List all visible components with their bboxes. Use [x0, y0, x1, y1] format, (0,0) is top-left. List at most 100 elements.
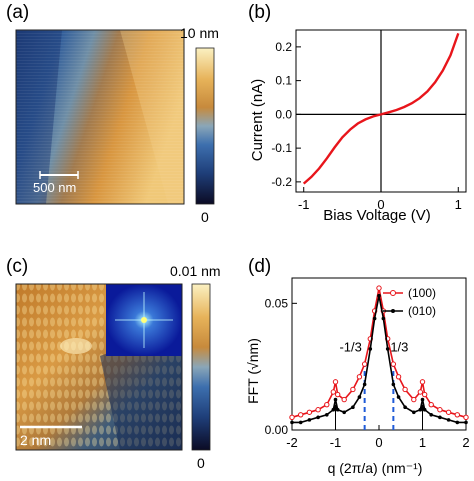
series-010-point	[368, 347, 373, 351]
series-100-point	[437, 407, 443, 413]
b-xtick-label: -1	[298, 197, 310, 212]
colorbar-c	[191, 283, 211, 451]
series-100-line	[291, 287, 467, 419]
series-100-point	[454, 412, 461, 418]
colorbar-a-min-label: 0	[201, 209, 209, 225]
series-010-point	[420, 397, 425, 402]
panel-b-chart: -1 0 1 -0.2 -0.1 0.0 0.1 0.2 Bias Voltage (V) C…	[249, 29, 467, 224]
d-xtick-label: 0	[375, 435, 382, 450]
series-010-point	[403, 405, 407, 409]
peak-arrow-head	[419, 404, 426, 410]
series-010-point	[372, 316, 377, 321]
series-010-point	[391, 382, 396, 387]
fft-inset-center-spot	[141, 317, 147, 323]
series-010-point	[298, 420, 303, 425]
series-100-point	[376, 285, 382, 291]
series-100-point	[332, 379, 339, 385]
series-100-point	[306, 409, 313, 415]
series-010-point	[290, 420, 294, 425]
b-ytick-label: 0.1	[275, 74, 292, 88]
legend: (100) (010)	[383, 286, 436, 318]
series-100-point	[419, 379, 426, 385]
series-010-point	[307, 418, 312, 422]
b-xlabel: Bias Voltage (V)	[323, 207, 431, 224]
series-010-point	[429, 413, 433, 417]
d-ylabel: FFT (√nm)	[245, 338, 261, 404]
b-ytick-label: 0.2	[275, 40, 292, 54]
b-ylabel: Current (nA)	[249, 79, 266, 162]
annotation-plus-third: 1/3	[390, 339, 408, 354]
series-100-point	[334, 391, 341, 398]
series-100-point	[298, 412, 304, 418]
series-100-point	[428, 401, 434, 408]
d-xtick-label: 1	[419, 435, 426, 450]
iv-curve	[302, 32, 460, 185]
series-010-point	[438, 415, 442, 420]
series-100-point	[289, 414, 295, 421]
legend-marker-100	[390, 290, 396, 296]
atomic-frame	[15, 283, 183, 451]
d-xtick-label: 2	[462, 435, 469, 450]
legend-label-010: (010)	[408, 304, 436, 318]
d-xlabel: q (2π/a) (nm⁻¹)	[328, 460, 423, 476]
panel-d-label: (d)	[248, 256, 272, 277]
series-100-point	[350, 386, 356, 393]
series-100-point	[390, 361, 397, 367]
topography-frame	[15, 29, 185, 205]
series-100-point	[417, 389, 424, 395]
series-100-point	[315, 407, 321, 413]
series-100-point	[356, 374, 363, 380]
series-100-point	[395, 374, 402, 380]
series-010-point	[446, 418, 451, 422]
panel-a-label: (a)	[6, 2, 30, 23]
b-ytick-label: -0.2	[271, 175, 292, 189]
series-010-point	[362, 382, 367, 387]
d-ytick-label: 0.00	[265, 423, 289, 437]
panel-d-chart: -2 -1 0 1 2 0.00 0.05 -1/3 1/3 (100) (010) q (…	[245, 277, 470, 476]
series-100-point	[324, 401, 330, 408]
series-010-point	[464, 420, 468, 425]
series-010-point	[357, 395, 362, 399]
series-100-point	[330, 389, 337, 395]
series-100-point	[463, 414, 469, 421]
colorbar-a	[195, 47, 215, 205]
legend-marker-010	[391, 309, 395, 313]
series-010-point	[396, 395, 401, 399]
annotation-minus-third: -1/3	[339, 339, 361, 354]
scale-bar-c-label: 2 nm	[20, 432, 51, 448]
series-100-point	[341, 396, 347, 403]
series-100-point	[361, 361, 368, 367]
panel-c-figure: 2 nm 0.01 nm 0	[15, 263, 221, 471]
series-010-point	[333, 397, 338, 402]
series-100-point	[421, 391, 428, 398]
scale-bar-a-label: 500 nm	[33, 180, 76, 195]
series-010-point	[455, 420, 460, 425]
colorbar-a-max-label: 10 nm	[180, 25, 219, 41]
peak-arrow-head	[332, 404, 339, 410]
b-ytick-label: 0.0	[275, 107, 292, 121]
series-010-point	[377, 293, 381, 298]
series-010-point	[325, 413, 329, 417]
b-xtick-label: 1	[455, 197, 462, 212]
atomic-dark-region	[100, 326, 182, 450]
d-xtick-label: -1	[330, 435, 342, 450]
panel-a-figure: 500 nm 10 nm 0	[15, 25, 219, 225]
series-010-point	[342, 410, 346, 415]
b-ytick-label: -0.1	[271, 141, 292, 155]
colorbar-c-max-label: 0.01 nm	[170, 263, 221, 279]
panel-b-label: (b)	[248, 2, 272, 23]
atomic-bright-spot	[60, 338, 92, 354]
b-xtick-label: 0	[377, 197, 384, 212]
series-010-point	[316, 415, 320, 420]
panel-c-label: (c)	[6, 256, 29, 277]
d-ytick-label: 0.05	[265, 296, 289, 310]
series-010-line	[292, 295, 466, 424]
series-100-point	[411, 396, 417, 403]
topography-scan-lines	[16, 30, 184, 204]
series-100-point	[445, 409, 452, 415]
colorbar-c-min-label: 0	[197, 455, 205, 471]
series-100-point	[402, 386, 408, 393]
d-xtick-label: -2	[286, 435, 298, 450]
series-010-point	[385, 347, 390, 351]
series-010-point	[351, 405, 355, 409]
